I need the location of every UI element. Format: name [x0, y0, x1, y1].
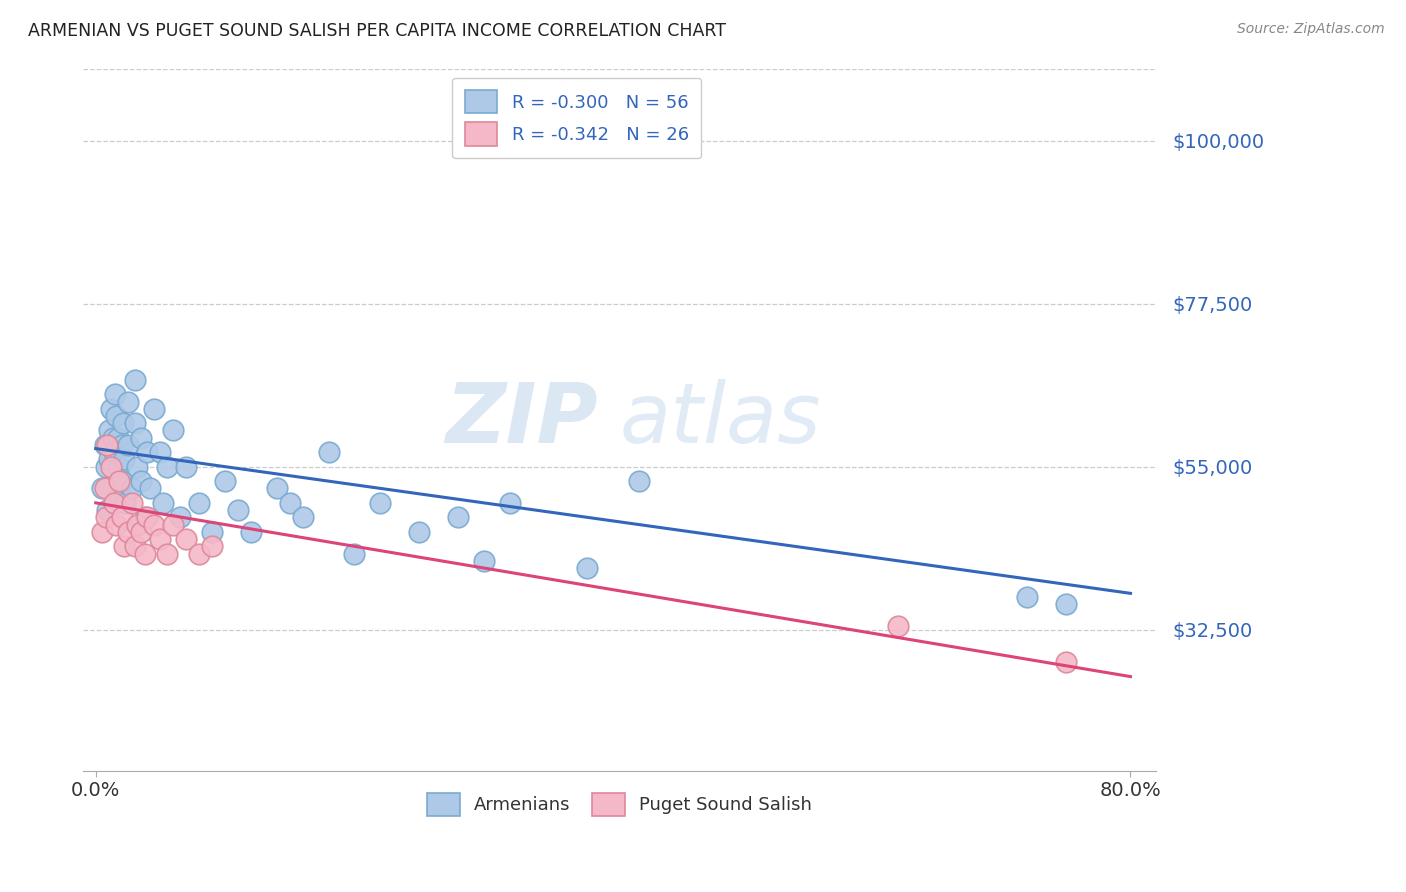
Point — [103, 496, 125, 510]
Point — [124, 416, 146, 430]
Point — [162, 424, 184, 438]
Legend: Armenians, Puget Sound Salish: Armenians, Puget Sound Salish — [418, 783, 821, 825]
Point — [104, 387, 127, 401]
Point — [318, 445, 340, 459]
Point — [214, 474, 236, 488]
Point — [112, 539, 135, 553]
Text: Source: ZipAtlas.com: Source: ZipAtlas.com — [1237, 22, 1385, 37]
Point — [108, 459, 131, 474]
Point — [162, 517, 184, 532]
Point — [239, 524, 262, 539]
Point — [94, 438, 117, 452]
Point — [100, 401, 122, 416]
Point — [278, 496, 301, 510]
Point — [226, 503, 249, 517]
Point — [107, 431, 129, 445]
Point — [97, 424, 120, 438]
Point — [129, 431, 152, 445]
Point — [152, 496, 174, 510]
Point — [124, 539, 146, 553]
Point — [108, 474, 131, 488]
Point — [129, 474, 152, 488]
Point — [100, 459, 122, 474]
Point — [291, 510, 314, 524]
Point — [94, 459, 117, 474]
Point — [134, 547, 156, 561]
Point — [91, 482, 114, 496]
Point — [472, 554, 495, 568]
Point — [368, 496, 391, 510]
Point — [94, 482, 117, 496]
Text: ARMENIAN VS PUGET SOUND SALISH PER CAPITA INCOME CORRELATION CHART: ARMENIAN VS PUGET SOUND SALISH PER CAPIT… — [28, 22, 725, 40]
Point — [127, 459, 149, 474]
Point — [117, 524, 139, 539]
Point — [408, 524, 430, 539]
Point — [121, 496, 143, 510]
Point — [188, 547, 211, 561]
Point — [627, 474, 650, 488]
Point — [136, 510, 159, 524]
Point — [121, 482, 143, 496]
Point — [149, 445, 172, 459]
Point — [1054, 655, 1077, 669]
Point — [886, 619, 908, 633]
Point — [117, 394, 139, 409]
Point — [110, 489, 132, 503]
Point — [174, 532, 197, 546]
Point — [156, 547, 179, 561]
Point — [103, 445, 125, 459]
Point — [139, 482, 162, 496]
Point — [142, 517, 165, 532]
Point — [110, 438, 132, 452]
Point — [1015, 590, 1038, 604]
Point — [129, 524, 152, 539]
Point — [111, 416, 134, 430]
Point — [114, 496, 136, 510]
Point — [576, 561, 599, 575]
Point — [127, 517, 149, 532]
Point — [1054, 597, 1077, 611]
Point — [110, 474, 132, 488]
Point — [169, 510, 191, 524]
Point — [149, 532, 172, 546]
Point — [110, 510, 132, 524]
Point — [142, 401, 165, 416]
Point — [136, 445, 159, 459]
Point — [343, 547, 366, 561]
Text: atlas: atlas — [620, 379, 821, 460]
Point — [97, 452, 120, 467]
Text: ZIP: ZIP — [446, 379, 598, 460]
Point — [134, 510, 156, 524]
Point — [94, 510, 117, 524]
Point — [188, 496, 211, 510]
Point — [498, 496, 520, 510]
Point — [201, 524, 224, 539]
Point — [117, 438, 139, 452]
Point — [112, 452, 135, 467]
Point — [96, 503, 118, 517]
Point — [124, 373, 146, 387]
Point — [174, 459, 197, 474]
Point — [96, 438, 118, 452]
Point — [201, 539, 224, 553]
Point — [447, 510, 470, 524]
Point — [156, 459, 179, 474]
Point — [105, 409, 128, 423]
Point — [101, 431, 124, 445]
Point — [105, 517, 128, 532]
Point — [266, 482, 288, 496]
Point — [91, 524, 114, 539]
